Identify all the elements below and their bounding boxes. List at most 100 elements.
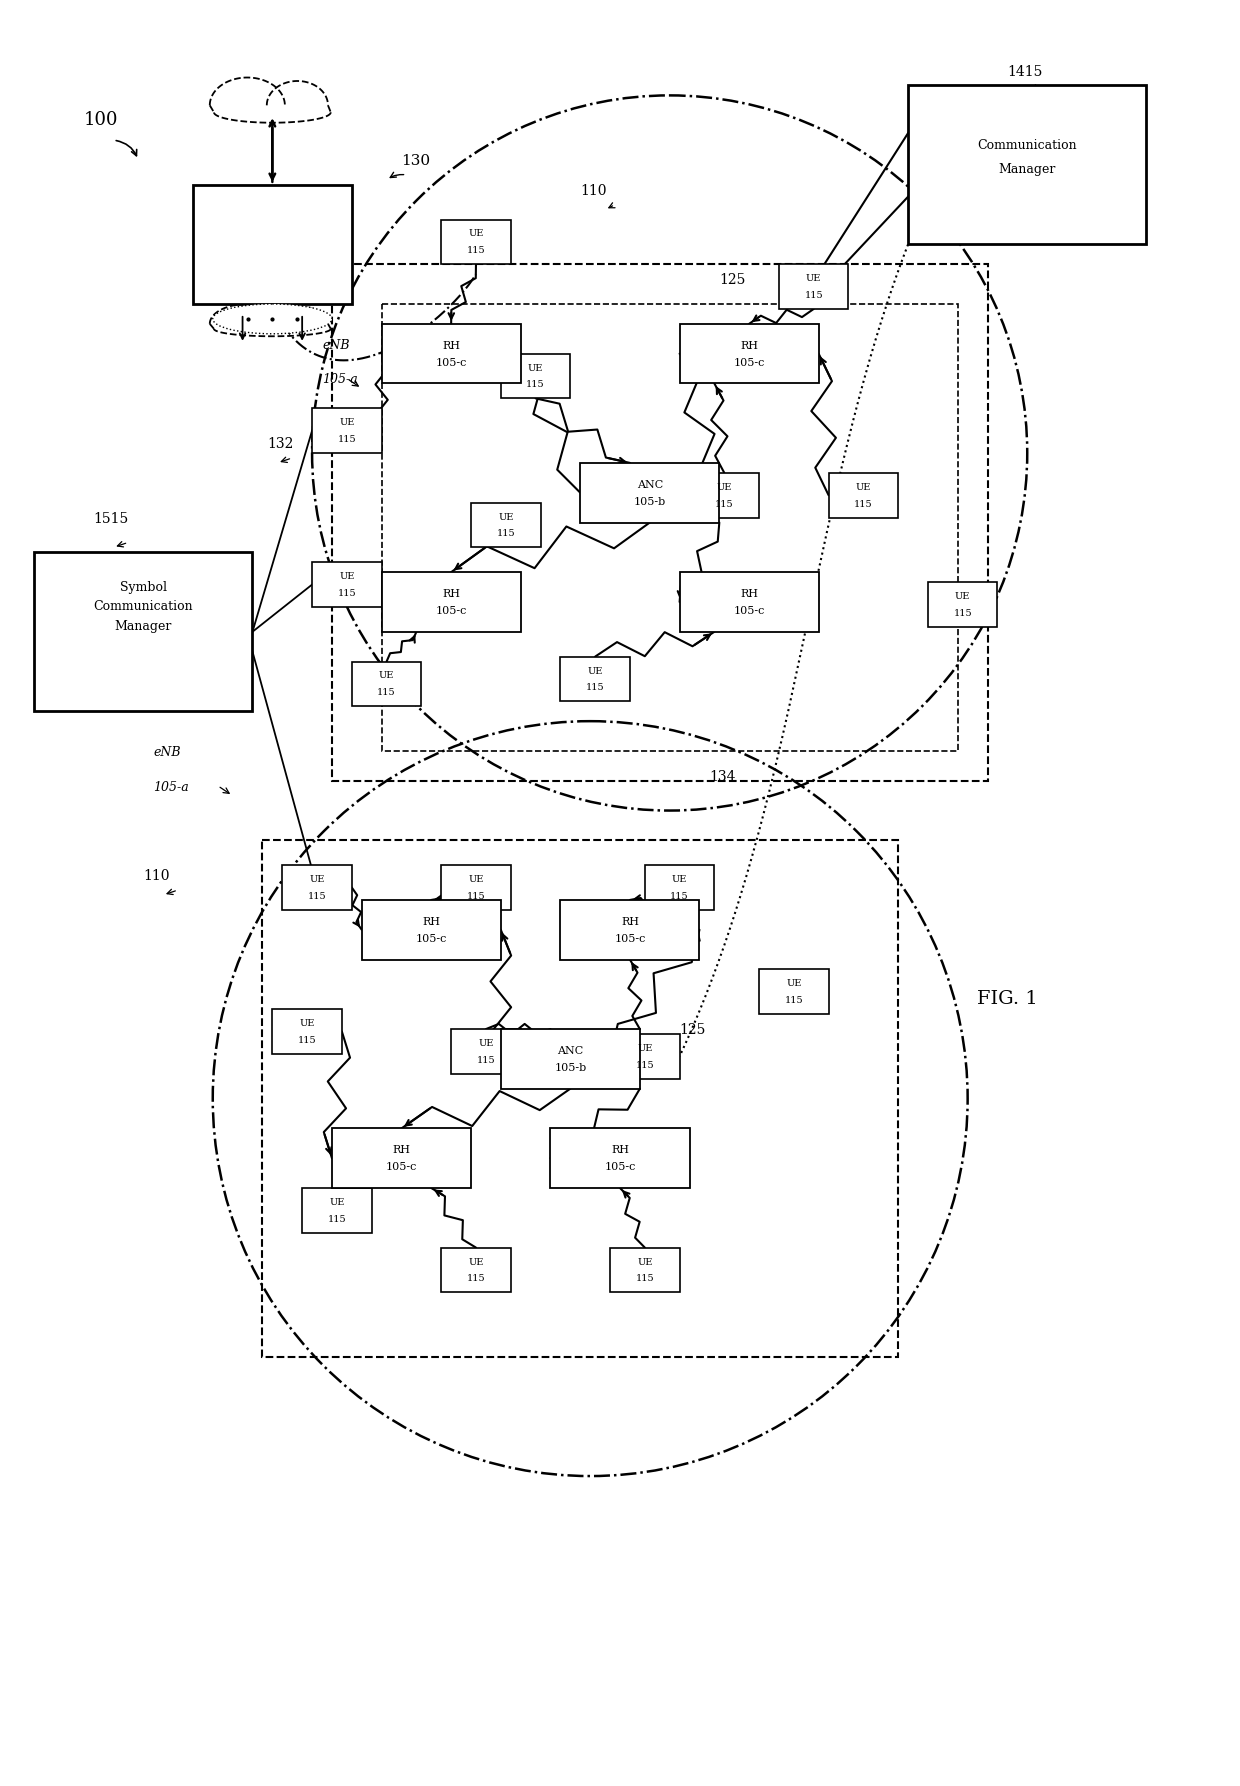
Text: 115: 115 [715, 500, 734, 509]
Text: 115: 115 [377, 688, 396, 697]
Text: 105-c: 105-c [415, 934, 446, 943]
Text: FIG. 1: FIG. 1 [977, 989, 1038, 1009]
Text: UE: UE [717, 482, 732, 491]
Text: UE: UE [469, 875, 484, 884]
Bar [332, 264, 987, 780]
Bar [273, 1009, 342, 1054]
Text: RH: RH [423, 916, 440, 927]
Text: 115: 115 [337, 589, 356, 598]
Text: UE: UE [637, 1257, 652, 1266]
Text: 105-a: 105-a [154, 780, 188, 793]
Bar [610, 1034, 680, 1079]
Text: UE: UE [330, 1198, 345, 1207]
Text: 115: 115 [785, 997, 804, 1006]
Text: RH: RH [393, 1145, 410, 1156]
Bar [441, 864, 511, 909]
Text: UE: UE [340, 572, 355, 580]
Text: RH: RH [621, 916, 639, 927]
Bar [471, 502, 541, 547]
Text: 115: 115 [466, 246, 485, 255]
Text: 115: 115 [466, 891, 485, 900]
Text: 105-a: 105-a [322, 373, 358, 386]
Bar [779, 264, 848, 309]
Text: Symbol: Symbol [120, 580, 166, 593]
Text: 132: 132 [268, 438, 294, 452]
Text: UE: UE [588, 666, 603, 675]
Text: UE: UE [469, 229, 484, 239]
Text: 110: 110 [144, 870, 170, 882]
Bar [680, 572, 818, 632]
Text: 115: 115 [805, 291, 823, 300]
Bar [193, 184, 352, 304]
Text: 115: 115 [636, 1061, 655, 1070]
Text: 125: 125 [680, 1023, 706, 1038]
Text: 1515: 1515 [93, 511, 129, 525]
Bar [501, 354, 570, 398]
Text: 115: 115 [526, 380, 544, 389]
Text: 105-c: 105-c [614, 934, 646, 943]
Text: 105-c: 105-c [435, 357, 466, 368]
Text: 115: 115 [298, 1036, 316, 1045]
Text: 130: 130 [402, 154, 430, 168]
Text: UE: UE [299, 1020, 315, 1029]
Text: 115: 115 [327, 1214, 346, 1223]
Bar [680, 323, 818, 384]
Text: 100: 100 [83, 111, 118, 129]
Bar [689, 473, 759, 518]
Text: eNB: eNB [322, 339, 350, 352]
Bar [610, 1248, 680, 1293]
Text: 125: 125 [719, 273, 745, 288]
Text: UE: UE [340, 418, 355, 427]
Text: UE: UE [528, 364, 543, 373]
Bar [332, 1129, 471, 1188]
Text: Communication: Communication [977, 139, 1078, 152]
Text: 1415: 1415 [1007, 64, 1043, 79]
Bar [382, 572, 521, 632]
Text: RH: RH [443, 341, 460, 350]
Text: 115: 115 [671, 891, 689, 900]
Bar [551, 1129, 689, 1188]
Text: UE: UE [786, 979, 801, 988]
Text: RH: RH [611, 1145, 629, 1156]
Bar [382, 304, 957, 750]
Text: 115: 115 [636, 1275, 655, 1284]
Text: eNB: eNB [154, 747, 181, 759]
Bar [828, 473, 898, 518]
Text: 105-b: 105-b [554, 1063, 587, 1073]
Bar [645, 864, 714, 909]
Bar [362, 900, 501, 959]
Bar [441, 1248, 511, 1293]
Text: 105-b: 105-b [634, 497, 666, 507]
Bar [33, 552, 253, 711]
Text: ANC: ANC [636, 480, 663, 489]
Text: 115: 115 [854, 500, 873, 509]
Text: 105-c: 105-c [386, 1163, 417, 1172]
Text: 110: 110 [580, 184, 606, 198]
Text: UE: UE [498, 513, 513, 522]
Text: RH: RH [443, 589, 460, 598]
Text: 105-c: 105-c [733, 357, 765, 368]
Bar [451, 1029, 521, 1073]
Text: 105-c: 105-c [435, 605, 466, 616]
Text: ANC: ANC [557, 1047, 584, 1056]
Text: 105-c: 105-c [733, 605, 765, 616]
Text: 115: 115 [954, 609, 972, 618]
Text: UE: UE [309, 875, 325, 884]
Bar [352, 661, 422, 705]
Bar [312, 563, 382, 607]
Bar [759, 970, 828, 1014]
Text: 115: 115 [496, 529, 515, 538]
Bar [908, 86, 1147, 245]
Text: RH: RH [740, 589, 758, 598]
Bar [580, 463, 719, 523]
Text: 115: 115 [337, 436, 356, 445]
Text: 105-c: 105-c [604, 1163, 636, 1172]
Text: UE: UE [379, 672, 394, 680]
Text: UE: UE [479, 1039, 494, 1048]
Bar [303, 1188, 372, 1232]
Text: UE: UE [806, 275, 821, 284]
Bar [560, 657, 630, 702]
Text: 115: 115 [476, 1056, 495, 1064]
Text: UE: UE [955, 591, 971, 602]
Text: UE: UE [469, 1257, 484, 1266]
